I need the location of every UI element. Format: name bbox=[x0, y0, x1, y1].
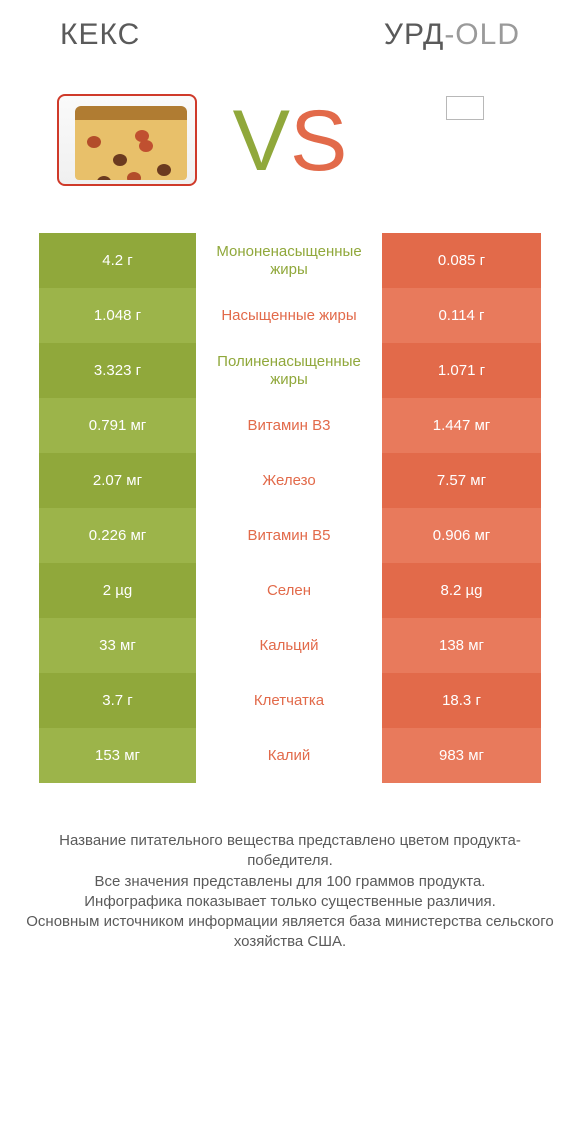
cell-nutrient-label: Мононенасыщенные жиры bbox=[196, 233, 382, 288]
table-row: 4.2 гМононенасыщенные жиры0.085 г bbox=[39, 233, 541, 288]
comparison-table: 4.2 гМононенасыщенные жиры0.085 г1.048 г… bbox=[39, 233, 541, 783]
table-row: 3.7 гКлетчатка18.3 г bbox=[39, 673, 541, 728]
table-row: 153 мгКалий983 мг bbox=[39, 728, 541, 783]
header: КЕКС УРД-OLD bbox=[0, 0, 580, 62]
vs-row: VS bbox=[0, 62, 580, 233]
cell-right-value: 0.114 г bbox=[382, 288, 541, 343]
cell-nutrient-label: Витамин B5 bbox=[196, 508, 382, 563]
food-image-right bbox=[377, 88, 527, 193]
cell-nutrient-label: Витамин B3 bbox=[196, 398, 382, 453]
cell-left-value: 1.048 г bbox=[39, 288, 196, 343]
cell-nutrient-label: Железо bbox=[196, 453, 382, 508]
cell-left-value: 153 мг bbox=[39, 728, 196, 783]
cell-right-value: 983 мг bbox=[382, 728, 541, 783]
cell-left-value: 0.791 мг bbox=[39, 398, 196, 453]
cell-left-value: 3.7 г bbox=[39, 673, 196, 728]
cell-left-value: 2.07 мг bbox=[39, 453, 196, 508]
title-right-cyr: УРД bbox=[384, 18, 444, 51]
cell-right-value: 1.071 г bbox=[382, 343, 541, 398]
cell-nutrient-label: Полиненасыщенные жиры bbox=[196, 343, 382, 398]
table-row: 2.07 мгЖелезо7.57 мг bbox=[39, 453, 541, 508]
footer-line-1: Название питательного вещества представл… bbox=[25, 831, 555, 872]
food-image-left bbox=[53, 88, 203, 193]
cell-nutrient-label: Насыщенные жиры bbox=[196, 288, 382, 343]
title-left: КЕКС bbox=[60, 18, 140, 52]
table-row: 0.791 мгВитамин B31.447 мг bbox=[39, 398, 541, 453]
cell-nutrient-label: Селен bbox=[196, 563, 382, 618]
cell-left-value: 2 µg bbox=[39, 563, 196, 618]
cell-nutrient-label: Калий bbox=[196, 728, 382, 783]
title-right-lat: -OLD bbox=[444, 18, 520, 51]
footer-line-4: Основным источником информации является … bbox=[25, 912, 555, 953]
title-right: УРД-OLD bbox=[384, 18, 520, 52]
cell-nutrient-label: Клетчатка bbox=[196, 673, 382, 728]
table-row: 3.323 гПолиненасыщенные жиры1.071 г bbox=[39, 343, 541, 398]
cell-right-value: 1.447 мг bbox=[382, 398, 541, 453]
cell-right-value: 8.2 µg bbox=[382, 563, 541, 618]
footer-line-2: Все значения представлены для 100 граммо… bbox=[25, 872, 555, 892]
cell-right-value: 0.085 г bbox=[382, 233, 541, 288]
vs-label: VS bbox=[233, 98, 348, 184]
table-row: 0.226 мгВитамин B50.906 мг bbox=[39, 508, 541, 563]
table-row: 33 мгКальций138 мг bbox=[39, 618, 541, 673]
footer-notes: Название питательного вещества представл… bbox=[25, 831, 555, 953]
table-row: 2 µgСелен8.2 µg bbox=[39, 563, 541, 618]
cell-left-value: 3.323 г bbox=[39, 343, 196, 398]
cell-right-value: 7.57 мг bbox=[382, 453, 541, 508]
cell-left-value: 0.226 мг bbox=[39, 508, 196, 563]
cell-right-value: 0.906 мг bbox=[382, 508, 541, 563]
cell-left-value: 4.2 г bbox=[39, 233, 196, 288]
cell-right-value: 138 мг bbox=[382, 618, 541, 673]
cell-nutrient-label: Кальций bbox=[196, 618, 382, 673]
footer-line-3: Инфографика показывает только существенн… bbox=[25, 892, 555, 912]
cell-left-value: 33 мг bbox=[39, 618, 196, 673]
cell-right-value: 18.3 г bbox=[382, 673, 541, 728]
table-row: 1.048 гНасыщенные жиры0.114 г bbox=[39, 288, 541, 343]
vs-s: S bbox=[290, 93, 347, 189]
vs-v: V bbox=[233, 93, 290, 189]
